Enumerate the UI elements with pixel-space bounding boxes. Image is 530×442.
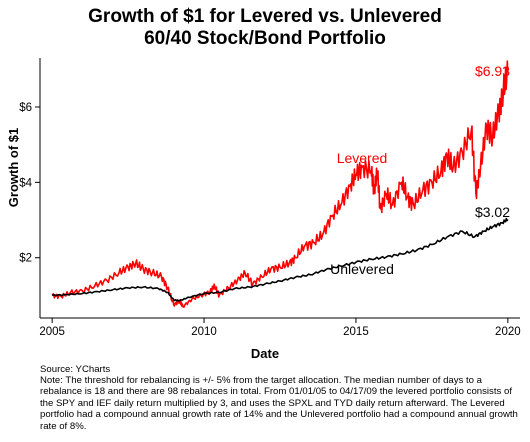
chart-title: Growth of $1 for Levered vs. Unlevered <box>88 6 442 27</box>
axes: 2005 2010 2015 2020 $2 $4 $6 <box>19 58 521 338</box>
x-tick-label: 2020 <box>495 326 521 338</box>
annotation-group: $6.93 $3.02 Levered Unlevered <box>330 63 510 277</box>
x-axis-label: Date <box>250 346 280 361</box>
source-note: Source: YCharts <box>40 364 111 375</box>
series-line-unlevered <box>51 217 509 302</box>
levered-end-value: $6.93 <box>475 63 510 79</box>
chart-subtitle: 60/40 Stock/Bond Portfolio <box>144 28 386 49</box>
y-tick-label: $4 <box>19 177 32 189</box>
unlevered-series-label: Unlevered <box>330 261 394 277</box>
y-tick-label: $6 <box>19 102 32 114</box>
x-tick-label: 2015 <box>343 326 369 338</box>
series-line-levered <box>51 60 509 308</box>
footnote: Note: The threshold for rebalancing is +… <box>40 375 518 432</box>
y-axis-label: Growth of $1 <box>6 127 22 208</box>
series-group <box>51 60 509 308</box>
y-tick-label: $2 <box>19 253 32 265</box>
levered-series-label: Levered <box>337 150 388 166</box>
x-tick-label: 2010 <box>191 326 217 338</box>
unlevered-end-value: $3.02 <box>475 204 510 220</box>
x-tick-label: 2005 <box>39 326 65 338</box>
